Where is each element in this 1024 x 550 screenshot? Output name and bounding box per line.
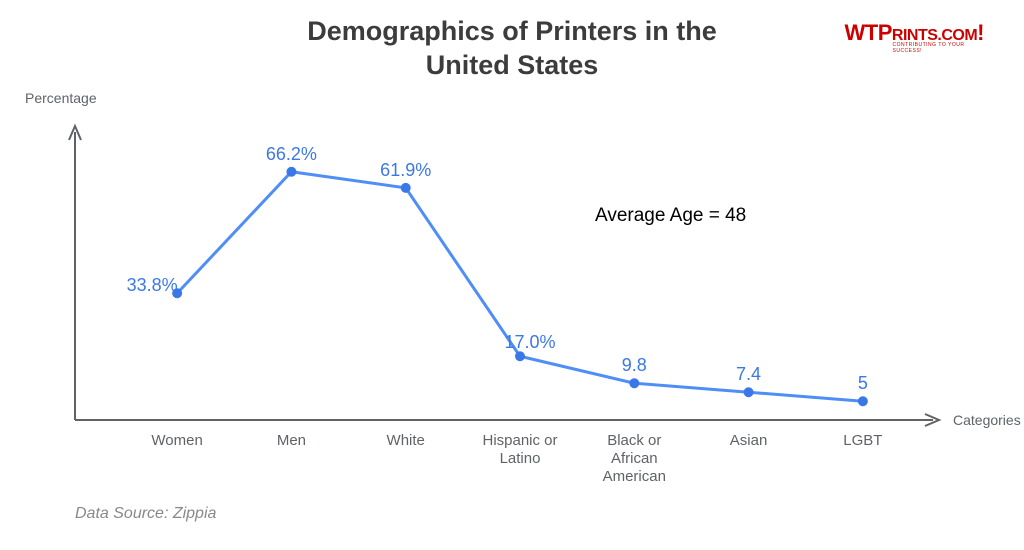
category-label: Asian [694,432,804,450]
category-label: LGBT [808,432,918,450]
data-label: 33.8% [127,275,178,296]
data-label: 17.0% [504,332,555,353]
category-label: Women [122,432,232,450]
data-label: 66.2% [266,144,317,165]
data-label: 5 [858,373,868,394]
category-label: Black orAfricanAmerican [579,432,689,486]
category-label: White [351,432,461,450]
data-label: 9.8 [622,355,647,376]
data-label: 7.4 [736,364,761,385]
category-label: Men [236,432,346,450]
data-label: 61.9% [380,160,431,181]
category-label: Hispanic orLatino [465,432,575,468]
